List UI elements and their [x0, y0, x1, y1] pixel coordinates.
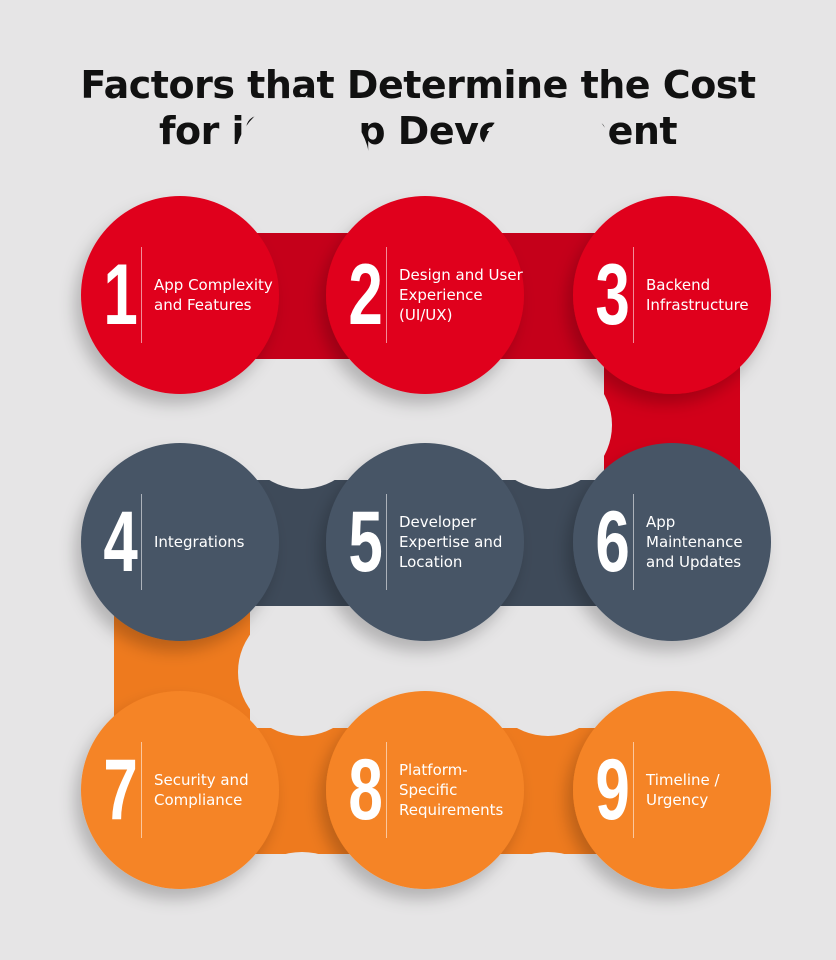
divider: [633, 494, 634, 590]
factor-number: 5: [348, 494, 383, 590]
factor-circle-9: [573, 691, 771, 889]
factor-circle-1: [81, 196, 279, 394]
factor-label: Integrations: [154, 533, 245, 551]
factor-item: 1 App Complexity and Features: [81, 195, 281, 395]
factor-circle-2: [326, 196, 524, 394]
factor-number: 4: [103, 494, 138, 590]
factor-label: Developer Expertise and Location: [399, 513, 503, 571]
divider: [386, 247, 387, 343]
divider: [141, 742, 142, 838]
factor-item: 9 Timeline / Urgency: [573, 690, 773, 890]
divider: [141, 494, 142, 590]
factor-circle-7: [81, 691, 279, 889]
divider: [141, 247, 142, 343]
factor-label: App Maintenance and Updates: [646, 513, 743, 571]
factor-circle-5: [326, 443, 524, 641]
factor-number: 2: [348, 247, 383, 343]
factor-item: 2 Design and User Experience (UI/UX): [326, 195, 526, 395]
factor-item: 6 App Maintenance and Updates: [573, 442, 773, 642]
divider: [386, 742, 387, 838]
factor-number: 8: [348, 742, 383, 838]
factor-number: 1: [103, 247, 138, 343]
factor-label: Security and Compliance: [154, 771, 249, 809]
factor-number: 3: [595, 247, 630, 343]
divider: [633, 742, 634, 838]
factor-item: 4 Integrations: [81, 442, 281, 642]
factor-label: Platform-Specific Requirements: [399, 761, 504, 819]
factor-number: 7: [103, 742, 138, 838]
factor-circle-8: [326, 691, 524, 889]
title-line-1: Factors that Determine the Cost: [80, 63, 756, 107]
factor-number: 9: [595, 742, 630, 838]
factor-item: 7 Security and Compliance: [81, 690, 281, 890]
factor-label: Timeline / Urgency: [646, 771, 720, 809]
factor-label: App Complexity and Features: [154, 276, 273, 314]
factor-item: 3 Backend Infrastructure: [573, 195, 773, 395]
factor-label: Backend Infrastructure: [646, 276, 749, 314]
factor-circle-6: [573, 443, 771, 641]
factor-circle-4: [81, 443, 279, 641]
factor-item: 8 Platform-Specific Requirements: [326, 690, 526, 890]
factor-number: 6: [595, 494, 630, 590]
factor-label: Design and User Experience (UI/UX): [399, 266, 523, 324]
divider: [633, 247, 634, 343]
divider: [386, 494, 387, 590]
factor-item: 5 Developer Expertise and Location: [326, 442, 526, 642]
factor-circle-3: [573, 196, 771, 394]
